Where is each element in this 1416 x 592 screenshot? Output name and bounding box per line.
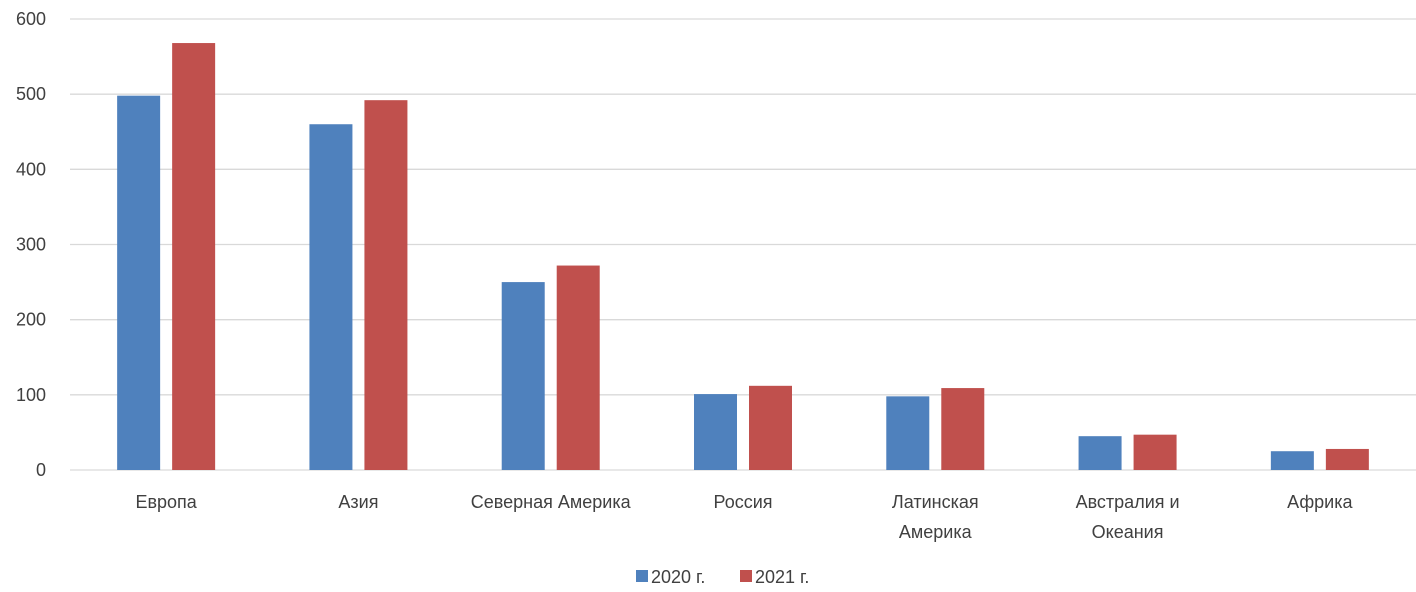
y-tick-label: 300	[16, 235, 46, 255]
y-axis: 0 100 200 300 400 500 600	[16, 9, 46, 480]
legend-swatch	[740, 570, 752, 582]
y-tick-label: 400	[16, 159, 46, 179]
y-tick-label: 200	[16, 310, 46, 330]
bar-series-1	[117, 95, 161, 471]
x-category-label: Европа	[135, 492, 197, 512]
bar-series-1	[886, 396, 930, 470]
bar-series-1	[694, 394, 737, 470]
x-axis-labels: Европа Азия Северная Америка Россия Латинска…	[135, 492, 1353, 542]
bar-series-2	[941, 388, 985, 470]
y-tick-label: 500	[16, 84, 46, 104]
gridlines	[70, 18, 1416, 471]
bar-series-1	[1078, 436, 1122, 470]
bar-series-2	[172, 43, 216, 470]
bar-series-2	[364, 100, 408, 471]
bar-series-1	[1270, 451, 1314, 470]
bar-series-2	[749, 385, 792, 470]
bar-series-1	[309, 124, 353, 470]
x-category-label: Северная Америка	[471, 492, 632, 512]
y-tick-label: 100	[16, 385, 46, 405]
legend-label: 2021 г.	[755, 567, 809, 587]
x-category-label: Россия	[713, 492, 772, 512]
x-category-label: Африка	[1287, 492, 1353, 512]
bar-series-2	[1133, 434, 1177, 470]
y-tick-label: 0	[36, 460, 46, 480]
x-category-label: Австралия и Океания	[1076, 492, 1180, 542]
bars	[117, 43, 1369, 471]
x-category-label: Латинская Америка	[892, 492, 979, 542]
y-tick-label: 600	[16, 9, 46, 29]
legend-label: 2020 г.	[651, 567, 705, 587]
x-category-label: Азия	[338, 492, 378, 512]
legend: 2020 г. 2021 г.	[636, 567, 809, 587]
bar-series-2	[1325, 448, 1369, 470]
bar-series-2	[556, 265, 600, 470]
bar-series-1	[501, 282, 545, 470]
legend-swatch	[636, 570, 648, 582]
